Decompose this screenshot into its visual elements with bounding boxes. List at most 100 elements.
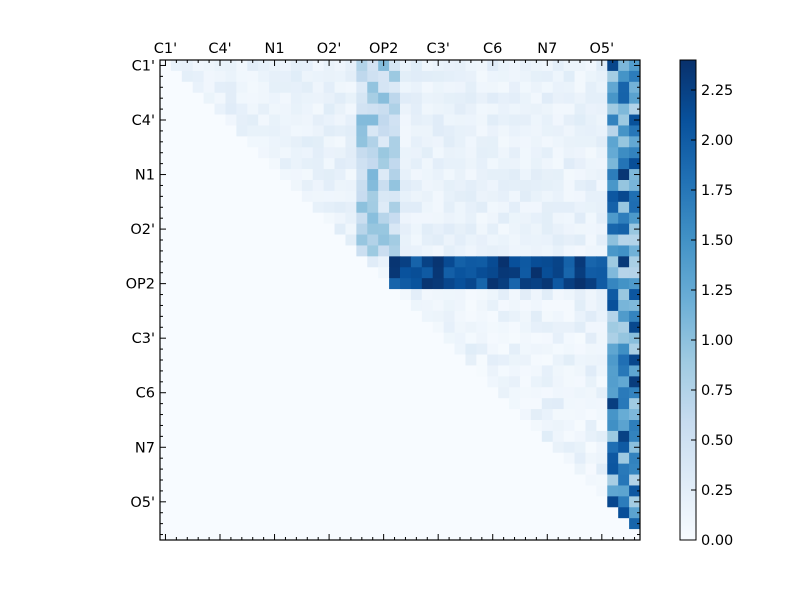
heatmap-cell [509, 485, 521, 497]
heatmap-cell [454, 485, 466, 497]
heatmap-cell [574, 212, 586, 225]
heatmap-cell [541, 169, 554, 181]
heatmap-cell [476, 267, 488, 279]
heatmap-cell [530, 92, 543, 105]
heatmap-cell [367, 169, 379, 181]
heatmap-cell [454, 245, 466, 257]
heatmap-cell [618, 190, 630, 203]
heatmap-cell [607, 529, 619, 541]
heatmap-cell [378, 81, 390, 94]
heatmap-cell [476, 81, 488, 94]
heatmap-cell [356, 180, 368, 192]
heatmap-cell [618, 441, 630, 454]
heatmap-cell [454, 365, 466, 377]
heatmap-cell [225, 103, 237, 115]
heatmap-cell [585, 365, 597, 377]
heatmap-cell [585, 321, 597, 334]
heatmap-cell [400, 300, 412, 312]
heatmap-cell [334, 158, 346, 170]
heatmap-cell [301, 300, 314, 312]
heatmap-cell [280, 169, 292, 181]
heatmap-cell [530, 376, 543, 388]
heatmap-cell [541, 147, 554, 159]
heatmap-cell [541, 256, 554, 268]
heatmap-cell [552, 332, 565, 345]
heatmap-cell [596, 169, 608, 181]
heatmap-cell [432, 223, 445, 235]
heatmap-cell [280, 180, 292, 192]
heatmap-cell [432, 321, 445, 334]
heatmap-cell [356, 81, 368, 94]
heatmap-cell [509, 201, 521, 214]
heatmap-cell [290, 278, 303, 290]
heatmap-cell [389, 158, 401, 170]
heatmap-cell [476, 92, 488, 105]
colorbar-tick-label: 0.00 [701, 533, 733, 549]
heatmap-cell [607, 158, 619, 170]
heatmap-cell [367, 223, 379, 235]
heatmap-cell [269, 452, 281, 465]
heatmap-cell [432, 81, 445, 94]
heatmap-cell [454, 300, 466, 312]
heatmap-cell [607, 409, 619, 421]
heatmap-cell [596, 420, 608, 432]
heatmap-cell [487, 81, 499, 94]
heatmap-cell [345, 103, 357, 115]
heatmap-cell [323, 398, 335, 410]
heatmap-cell [334, 190, 346, 203]
heatmap-cell [629, 92, 641, 105]
heatmap-cell [269, 474, 281, 486]
heatmap-cell [541, 190, 554, 203]
heatmap-cell [170, 529, 183, 541]
heatmap-cell [432, 452, 445, 465]
heatmap-cell [160, 125, 172, 137]
heatmap-cell [323, 496, 335, 508]
heatmap-cell [520, 158, 532, 170]
heatmap-cell [280, 310, 292, 323]
heatmap-cell [618, 452, 630, 465]
heatmap-cell [203, 234, 215, 246]
heatmap-cell [607, 332, 619, 345]
heatmap-cell [247, 169, 259, 181]
heatmap-cell [203, 409, 215, 421]
heatmap-cell [290, 496, 303, 508]
heatmap-cell [334, 267, 346, 279]
heatmap-cell [225, 420, 237, 432]
heatmap-cell [236, 278, 248, 290]
heatmap-cell [585, 507, 597, 519]
heatmap-cell [552, 343, 565, 355]
heatmap-cell [520, 190, 532, 203]
colorbar-tick-label: 1.75 [701, 183, 733, 199]
heatmap-cell [487, 430, 499, 443]
heatmap-cell [389, 452, 401, 465]
heatmap-cell [432, 212, 445, 225]
heatmap-cell [301, 92, 314, 105]
heatmap-cell [345, 321, 357, 334]
heatmap-cell [367, 420, 379, 432]
heatmap-cell [203, 289, 215, 301]
heatmap-cell [552, 354, 565, 366]
heatmap-cell [356, 92, 368, 105]
heatmap-cell [258, 365, 270, 377]
heatmap-cell [367, 365, 379, 377]
heatmap-cell [269, 485, 281, 497]
heatmap-cell [258, 376, 270, 388]
heatmap-cell [487, 289, 499, 301]
heatmap-cell [203, 267, 215, 279]
heatmap-cell [236, 125, 248, 137]
heatmap-cell [203, 310, 215, 323]
heatmap-cell [378, 278, 390, 290]
heatmap-cell [432, 441, 445, 454]
heatmap-cell [334, 354, 346, 366]
y-tick-label: C1' [132, 58, 155, 74]
heatmap-cell [214, 463, 226, 475]
heatmap-cell [247, 136, 259, 148]
heatmap-cell [629, 474, 641, 486]
heatmap-cell [345, 398, 357, 410]
heatmap-cell [509, 300, 521, 312]
heatmap-cell [400, 158, 412, 170]
heatmap-cell [454, 190, 466, 203]
heatmap-cell [596, 354, 608, 366]
heatmap-cell [629, 158, 641, 170]
heatmap-cell [312, 496, 325, 508]
